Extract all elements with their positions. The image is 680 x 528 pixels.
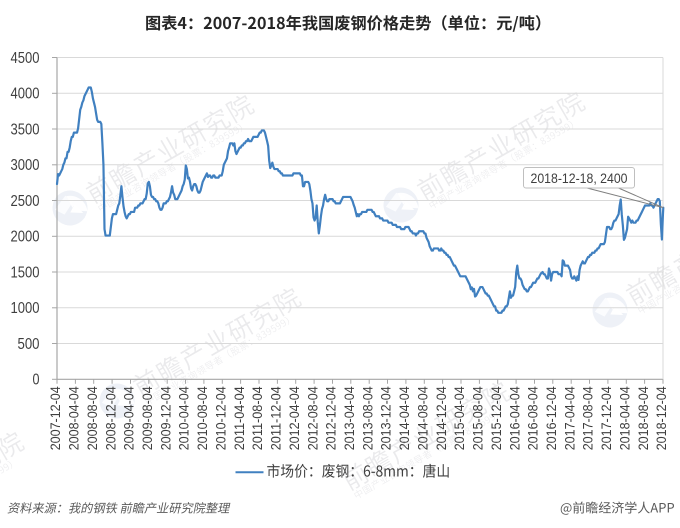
svg-text:2014-12-04: 2014-12-04 <box>434 386 449 450</box>
svg-text:2010-08-04: 2010-08-04 <box>195 386 210 450</box>
svg-text:2015-08-04: 2015-08-04 <box>471 386 486 450</box>
svg-text:2009-04-04: 2009-04-04 <box>122 386 137 450</box>
svg-text:2011-08-04: 2011-08-04 <box>250 386 265 450</box>
svg-text:1500: 1500 <box>11 264 40 281</box>
svg-text:2017-08-04: 2017-08-04 <box>581 386 596 450</box>
svg-text:2012-04-04: 2012-04-04 <box>287 386 302 450</box>
svg-text:2018-08-04: 2018-08-04 <box>636 386 651 450</box>
svg-text:2018-12-04: 2018-12-04 <box>654 386 669 450</box>
svg-text:4000: 4000 <box>11 86 40 103</box>
svg-text:2013-08-04: 2013-08-04 <box>360 386 375 450</box>
svg-text:0: 0 <box>33 372 40 389</box>
svg-text:2012-08-04: 2012-08-04 <box>305 386 320 450</box>
svg-text:2008-08-04: 2008-08-04 <box>85 386 100 450</box>
svg-text:1000: 1000 <box>11 300 40 317</box>
svg-text:2007-12-04: 2007-12-04 <box>48 386 63 450</box>
svg-text:2010-12-04: 2010-12-04 <box>214 386 229 450</box>
svg-text:2011-04-04: 2011-04-04 <box>232 386 247 450</box>
svg-text:2013-12-04: 2013-12-04 <box>379 386 394 450</box>
svg-text:2008-04-04: 2008-04-04 <box>67 386 82 450</box>
svg-text:2012-12-04: 2012-12-04 <box>324 386 339 450</box>
svg-text:3000: 3000 <box>11 157 40 174</box>
svg-text:2013-04-04: 2013-04-04 <box>342 386 357 450</box>
svg-text:2016-12-04: 2016-12-04 <box>544 386 559 450</box>
svg-text:3500: 3500 <box>11 121 40 138</box>
svg-text:2017-12-04: 2017-12-04 <box>599 386 614 450</box>
svg-text:2009-12-04: 2009-12-04 <box>158 386 173 450</box>
svg-text:2000: 2000 <box>11 229 40 246</box>
svg-text:2017-04-04: 2017-04-04 <box>562 386 577 450</box>
svg-text:500: 500 <box>18 336 40 353</box>
svg-text:2014-04-04: 2014-04-04 <box>397 386 412 450</box>
svg-text:2018-04-04: 2018-04-04 <box>618 386 633 450</box>
svg-text:2011-12-04: 2011-12-04 <box>269 386 284 450</box>
svg-text:2014-08-04: 2014-08-04 <box>416 386 431 450</box>
svg-text:4500: 4500 <box>11 50 40 67</box>
svg-text:2010-04-04: 2010-04-04 <box>177 386 192 450</box>
svg-text:2018-12-18, 2400: 2018-12-18, 2400 <box>531 170 628 186</box>
svg-text:2009-08-04: 2009-08-04 <box>140 386 155 450</box>
svg-text:2008-12-04: 2008-12-04 <box>103 386 118 450</box>
svg-text:2015-04-04: 2015-04-04 <box>452 386 467 450</box>
svg-text:2500: 2500 <box>11 193 40 210</box>
svg-text:2016-08-04: 2016-08-04 <box>526 386 541 450</box>
svg-text:2015-12-04: 2015-12-04 <box>489 386 504 450</box>
svg-text:2016-04-04: 2016-04-04 <box>507 386 522 450</box>
